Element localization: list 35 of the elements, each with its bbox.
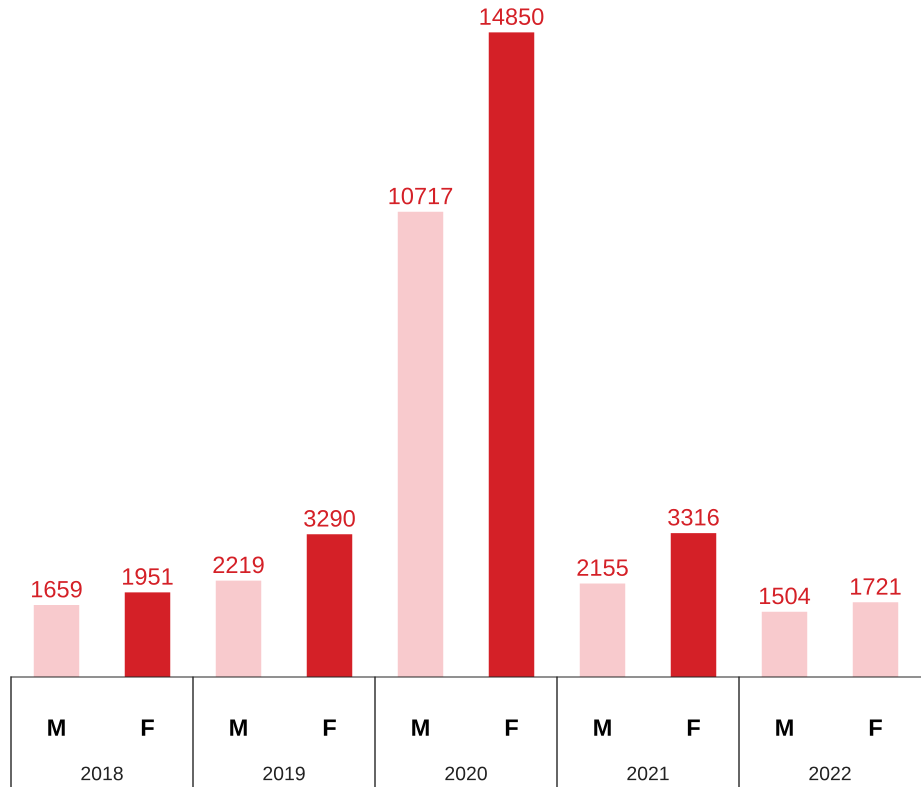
x-tick-label: F [506, 720, 518, 736]
bar [488, 32, 534, 677]
data-label: 1504 [760, 588, 810, 604]
text: 2021 [627, 766, 669, 780]
x-tick-label: M [594, 720, 611, 736]
data-label: 14850 [480, 8, 544, 25]
x-tick-label: M [776, 720, 793, 736]
bar [580, 583, 626, 677]
x-tick-label: F [870, 720, 882, 736]
bar [762, 612, 808, 677]
text: 2019 [263, 766, 305, 780]
data-label: 10717 [389, 188, 452, 204]
x-tick-label: M [230, 720, 247, 736]
bar [398, 212, 444, 677]
data-label: 3290 [304, 510, 355, 527]
x-tick-label: M [48, 720, 65, 736]
data-label: 2219 [213, 556, 264, 574]
bar [852, 602, 898, 677]
bar [124, 592, 170, 677]
x-tick-label: F [142, 720, 154, 736]
bar [34, 604, 80, 677]
bar [670, 533, 716, 677]
data-label: 1659 [32, 580, 82, 598]
x-tick-label: M [412, 720, 429, 736]
x-tick-label: F [324, 720, 336, 736]
data-label: 1721 [851, 578, 901, 595]
text: 2022 [809, 766, 851, 780]
data-label: 3316 [668, 508, 719, 526]
data-label: 2155 [577, 559, 628, 576]
bar [216, 580, 262, 677]
text: 2020 [445, 766, 487, 780]
data-label: 1951 [123, 568, 173, 585]
x-tick-label: F [688, 720, 700, 736]
text: 2018 [81, 766, 123, 780]
bar [306, 534, 352, 677]
